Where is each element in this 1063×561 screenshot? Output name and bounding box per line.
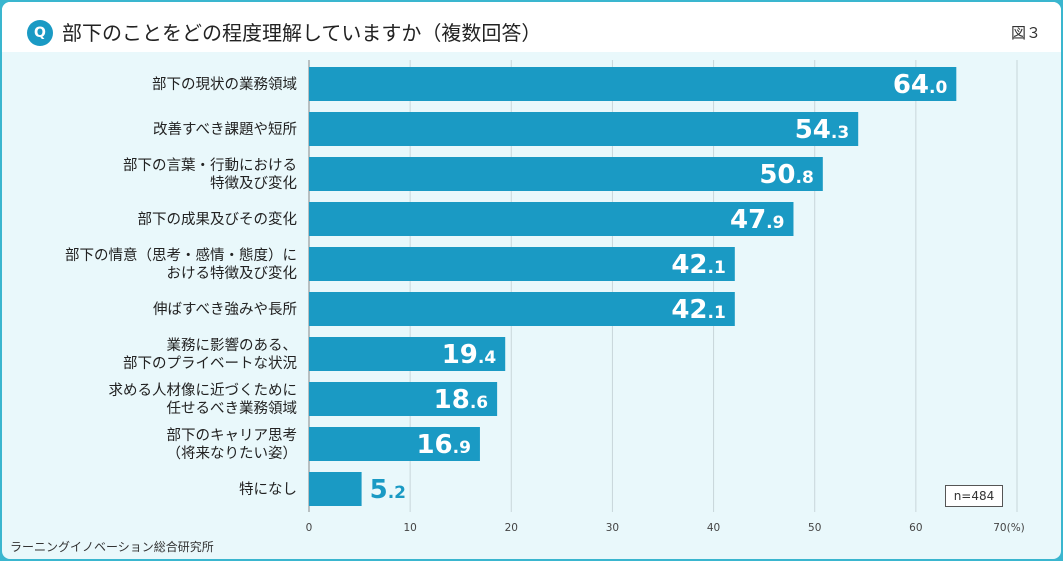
x-tick-label: 60: [909, 522, 922, 534]
category-label: 求める人材像に近づくために任せるべき業務領域: [109, 382, 298, 417]
source-credit: ラーニングイノベーション総合研究所: [10, 540, 214, 554]
value-label: 64.0: [893, 70, 948, 100]
value-label: 42.1: [671, 250, 725, 280]
x-tick-label: 0: [306, 522, 313, 534]
value-label: 47.9: [730, 205, 784, 235]
value-label: 42.1: [671, 295, 725, 325]
figure-label: 図３: [1010, 24, 1041, 42]
bar: [309, 427, 480, 461]
bar: [309, 112, 859, 146]
category-label: 部下の成果及びその変化: [138, 211, 298, 228]
x-tick-label: 50: [808, 522, 821, 534]
bar: [309, 67, 957, 101]
bar: [309, 472, 362, 506]
category-label: 部下のキャリア思考（将来なりたい姿）: [167, 427, 298, 462]
chart-title: 部下のことをどの程度理解していますか（複数回答）: [62, 21, 542, 45]
category-label: 業務に影響のある、部下のプライベートな状況: [123, 336, 297, 372]
value-label: 19.4: [442, 340, 497, 370]
bar: [309, 247, 735, 281]
value-label: 16.9: [416, 430, 470, 460]
value-label: 50.8: [759, 160, 813, 190]
bar: [309, 157, 823, 191]
bar: [309, 292, 735, 326]
bar: [309, 382, 498, 416]
x-tick-label: 10: [403, 522, 416, 534]
x-tick-label: 20: [505, 522, 518, 534]
category-label: 部下の言葉・行動における特徴及び変化: [123, 157, 297, 192]
x-tick-label: 70(%): [993, 522, 1025, 534]
bar: [309, 202, 794, 236]
category-label: 部下の現状の業務領域: [152, 76, 297, 93]
question-badge: Q: [27, 20, 53, 46]
category-label: 伸ばすべき強みや長所: [153, 301, 297, 318]
category-label: 部下の情意（思考・感情・態度）における特徴及び変化: [65, 246, 297, 282]
value-label: 5.2: [370, 475, 406, 505]
x-tick-label: 40: [707, 522, 720, 534]
x-tick-label: 30: [606, 522, 619, 534]
bar: [309, 337, 506, 371]
category-label: 改善すべき課題や短所: [153, 121, 297, 138]
category-label: 特になし: [239, 481, 297, 498]
value-label: 18.6: [434, 385, 488, 415]
value-label: 54.3: [795, 115, 849, 145]
sample-size-label: n=484: [945, 485, 1003, 507]
header: [2, 2, 1061, 52]
